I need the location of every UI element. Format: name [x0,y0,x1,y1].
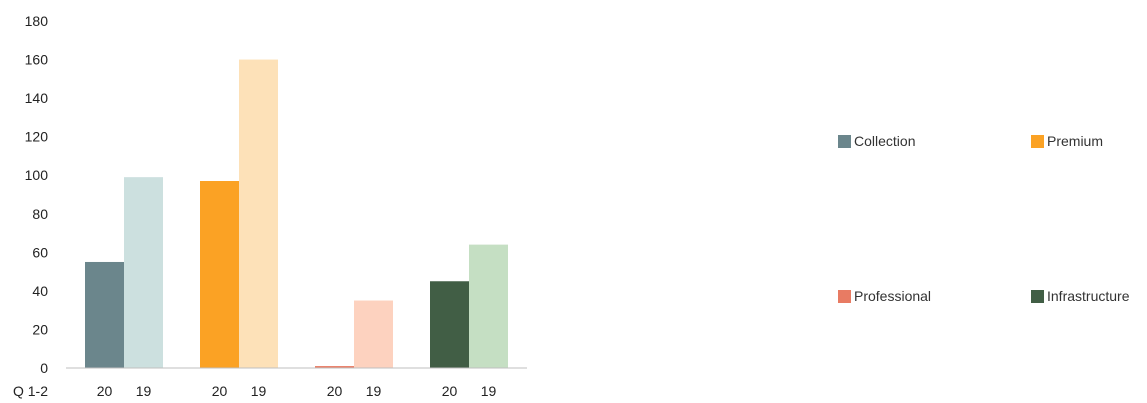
x-tick-label: 20 [442,383,458,399]
legend-label-collection: Collection [854,133,916,149]
legend-item-premium: Premium [1031,133,1103,149]
x-tick-label: 20 [97,383,113,399]
legend-swatch-infrastructure [1031,289,1044,303]
y-tick-label: 120 [25,129,49,145]
bar-collection-20 [85,261,124,368]
bar-collection-19 [124,177,163,368]
x-tick-label: 19 [136,383,152,399]
y-tick-label: 100 [25,167,49,183]
legend-swatch-premium [1031,134,1044,148]
x-axis-corner-label: Q 1-2 [13,383,48,399]
y-tick-label: 60 [32,244,48,260]
bar-professional-19 [354,300,393,368]
x-axis-labels: 20 19 20 19 20 19 20 19 Q 1-2 [13,383,497,399]
x-tick-label: 19 [251,383,267,399]
y-tick-label: 40 [32,283,48,299]
x-tick-label: 20 [212,383,228,399]
x-tick-label: 20 [327,383,343,399]
x-tick-label: 19 [366,383,382,399]
legend-label-premium: Premium [1047,133,1104,149]
y-tick-label: 140 [25,90,49,106]
legend-label-professional: Professional [854,288,932,304]
legend-swatch-professional [838,289,851,303]
bar-professional-20 [315,366,354,368]
y-axis: 0 20 40 60 80 100 120 140 160 180 [25,13,49,376]
bars [85,59,508,369]
legend-item-collection: Collection [838,133,915,149]
bar-chart: 0 20 40 60 80 100 120 140 160 180 20 19 20 19 20 19 20 1… [13,13,527,399]
y-tick-label: 180 [25,13,49,29]
legend-swatch-collection [838,134,851,148]
bar-infrastructure-20 [430,281,469,368]
legend-item-infrastructure: Infrastructure [1031,288,1129,304]
y-tick-label: 20 [32,321,48,337]
bar-infrastructure-19 [469,244,508,368]
y-tick-label: 0 [40,360,48,376]
legend-item-professional: Professional [838,288,931,304]
y-tick-label: 160 [25,52,49,68]
x-tick-label: 19 [481,383,497,399]
bar-premium-19 [239,59,278,369]
y-tick-label: 80 [32,206,48,222]
bar-premium-20 [200,181,239,368]
legend-label-infrastructure: Infrastructure [1047,288,1130,304]
